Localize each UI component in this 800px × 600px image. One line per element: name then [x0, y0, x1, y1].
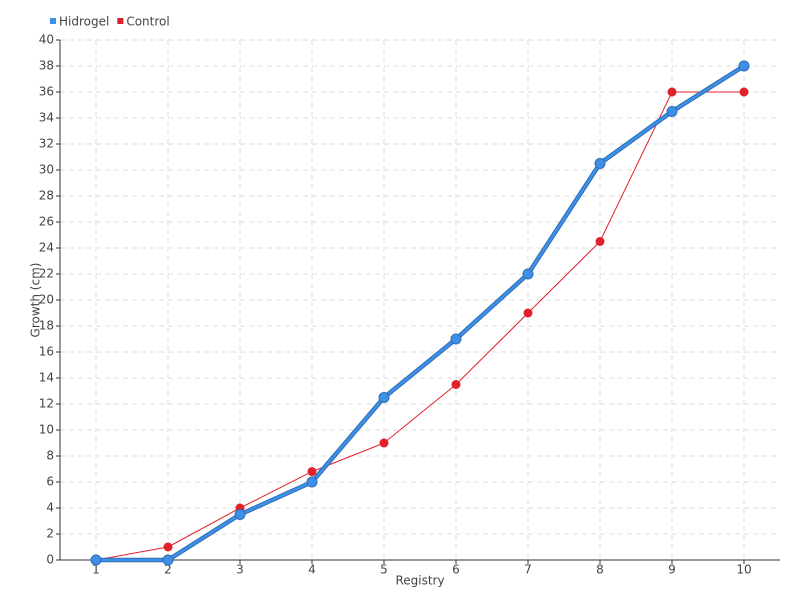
- y-tick-label: 16: [39, 345, 54, 359]
- y-tick-label: 2: [46, 527, 54, 541]
- data-point: [306, 476, 318, 488]
- x-tick-label: 8: [596, 563, 604, 577]
- y-tick-label: 4: [46, 501, 54, 515]
- y-tick-label: 32: [39, 137, 54, 151]
- y-tick-label: 18: [39, 319, 54, 333]
- x-tick-label: 10: [736, 563, 751, 577]
- data-point: [666, 106, 678, 117]
- y-tick-label: 12: [39, 397, 54, 411]
- legend-label: Hidrogel: [59, 15, 109, 29]
- y-tick-label: 24: [39, 241, 54, 255]
- y-tick-label: 34: [39, 111, 54, 125]
- data-point: [379, 438, 389, 448]
- y-tick-label: 26: [39, 215, 54, 229]
- y-axis-label: Growth (cm): [29, 263, 43, 338]
- series-line: [96, 64, 745, 562]
- y-tick-label: 30: [39, 163, 54, 177]
- y-tick-label: 14: [39, 371, 54, 385]
- data-point: [739, 87, 749, 97]
- series-line: [95, 91, 744, 561]
- y-tick-label: 40: [39, 33, 54, 47]
- x-tick-label: 5: [380, 563, 388, 577]
- x-tick-label: 9: [668, 563, 676, 577]
- x-tick-label: 1: [92, 563, 100, 577]
- x-axis-label: Registry: [395, 574, 444, 588]
- data-point: [163, 542, 173, 552]
- y-tick-label: 36: [39, 85, 54, 99]
- data-point: [234, 509, 246, 520]
- legend-swatch: [50, 18, 56, 24]
- x-tick-label: 3: [236, 563, 244, 577]
- data-point: [522, 268, 534, 280]
- series-line-outline: [96, 64, 746, 563]
- y-tick-label: 20: [39, 293, 54, 307]
- data-point: [162, 554, 174, 566]
- data-point: [450, 333, 462, 345]
- data-point: [667, 87, 677, 97]
- data-point: [595, 237, 605, 246]
- data-point: [738, 60, 750, 72]
- data-point: [451, 380, 461, 389]
- x-tick-label: 4: [308, 563, 316, 577]
- data-point: [594, 158, 606, 169]
- y-tick-label: 22: [39, 267, 54, 281]
- y-tick-label: 28: [39, 189, 54, 203]
- data-point: [378, 392, 390, 403]
- x-tick-label: 7: [524, 563, 532, 577]
- legend-label: Control: [126, 15, 169, 29]
- y-tick-label: 0: [46, 553, 54, 567]
- legend-swatch: [117, 18, 124, 24]
- x-tick-label: 6: [452, 563, 460, 577]
- x-tick-label: 2: [164, 563, 172, 577]
- data-point: [523, 308, 533, 318]
- y-tick-label: 38: [39, 59, 54, 73]
- y-tick-label: 10: [39, 423, 54, 437]
- y-tick-label: 8: [46, 449, 54, 463]
- data-point: [307, 467, 317, 477]
- data-point: [90, 554, 102, 566]
- y-tick-label: 6: [46, 475, 54, 489]
